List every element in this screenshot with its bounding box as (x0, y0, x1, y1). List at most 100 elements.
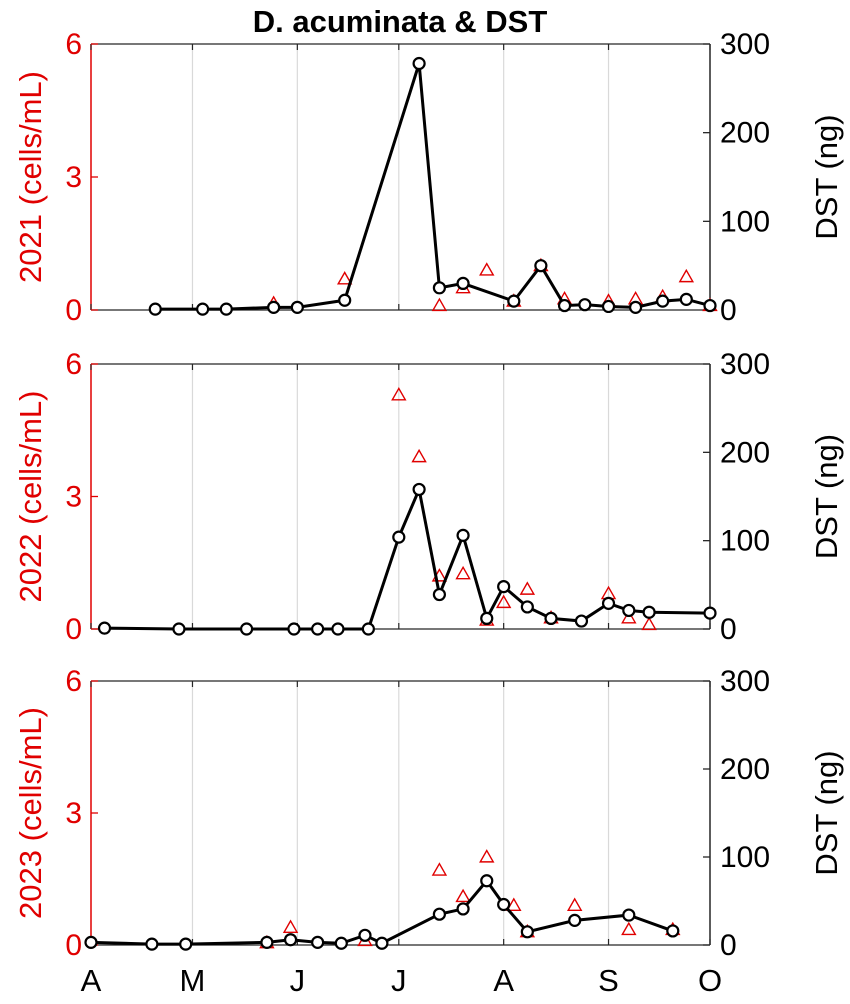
right-axis-label: DST (ng) (809, 750, 844, 875)
dst-point (456, 276, 470, 290)
cells-point (282, 919, 299, 933)
right-tick-label: 0 (720, 929, 737, 962)
dst-line (90, 878, 674, 946)
x-tick-label: M (180, 963, 206, 998)
right-tick-label: 300 (720, 28, 770, 61)
dst-point (290, 300, 304, 314)
dst-point (557, 298, 572, 313)
right-tick-label: 100 (720, 205, 770, 238)
dst-point (656, 294, 670, 308)
dst-point (574, 614, 589, 628)
cells-point (566, 897, 583, 911)
dst-point (578, 298, 592, 312)
cells-point (506, 897, 522, 911)
dst-point (666, 924, 680, 938)
dst-point (148, 302, 162, 316)
left-axis-label: 2022 (cells/mL) (13, 391, 48, 603)
dst-point (622, 908, 636, 922)
dst-point (412, 482, 426, 497)
dst-point (334, 936, 348, 950)
cells-point (678, 268, 695, 283)
right-tick-label: 200 (720, 436, 770, 469)
x-tick-label: A (81, 963, 102, 998)
dst-point (456, 528, 470, 542)
dst-point (703, 298, 717, 313)
dst-point (219, 302, 233, 316)
dst-point (172, 622, 186, 636)
x-tick-label: O (698, 963, 722, 998)
dst-point (412, 56, 426, 71)
dst-point (568, 913, 582, 927)
cells-point (391, 387, 407, 401)
x-tick-label: A (493, 963, 514, 998)
left-tick-label: 3 (65, 797, 82, 830)
panel-3: 0 3 6 0 100 200 300 2023 (cells/mL) DST (ng) A M J J… (13, 665, 844, 998)
cells-point (479, 262, 495, 276)
dst-point (239, 622, 254, 636)
dst-point (601, 299, 616, 314)
dst-point (642, 605, 656, 619)
cells-point (621, 610, 637, 624)
dst-point (480, 611, 494, 626)
dst-point (260, 935, 274, 949)
dst-point (331, 622, 345, 636)
dst-point (456, 902, 470, 916)
left-axis-label: 2023 (cells/mL) (13, 707, 48, 919)
left-tick-label: 6 (65, 28, 82, 61)
dst-point (311, 622, 325, 636)
cells-point (621, 921, 637, 936)
dst-point (392, 530, 406, 544)
right-axis-label: DST (ng) (809, 434, 844, 559)
left-tick-label: 0 (65, 613, 82, 646)
right-tick-label: 200 (720, 117, 770, 150)
right-axis-label: DST (ng) (809, 114, 844, 239)
dst-point (497, 897, 511, 912)
dst-point (84, 935, 98, 949)
dst-point (544, 611, 558, 626)
right-tick-label: 300 (720, 348, 770, 381)
dst-point (497, 579, 511, 594)
left-axis-label: 2021 (cells/mL) (13, 71, 48, 283)
right-tick-label: 100 (720, 841, 770, 874)
chart-title: D. acuminata & DST (253, 4, 548, 39)
cells-point (431, 862, 448, 876)
dst-point (507, 294, 521, 308)
cells-point (455, 565, 471, 580)
cells-point (411, 448, 427, 463)
cells-point (519, 581, 536, 595)
dst-point (520, 925, 534, 939)
dst-line (155, 63, 711, 311)
dst-point (358, 928, 372, 942)
dst-point (703, 606, 717, 620)
dst-point (375, 936, 389, 950)
right-tick-label: 0 (720, 613, 737, 646)
left-tick-label: 0 (65, 294, 82, 327)
dst-point (338, 293, 352, 307)
dst-point (520, 600, 534, 614)
left-tick-label: 6 (65, 348, 82, 381)
dst-point (432, 907, 446, 921)
dst-point (179, 937, 193, 951)
right-tick-label: 200 (720, 753, 770, 786)
x-tick-label: J (290, 963, 306, 998)
right-tick-label: 300 (720, 665, 770, 698)
dst-point (361, 622, 375, 636)
dst-point (601, 596, 616, 610)
dst-point (480, 874, 494, 888)
panel-2: 0 3 6 0 100 200 300 2022 (cells/mL) DST (ng) (13, 348, 844, 646)
right-tick-label: 100 (720, 525, 770, 558)
x-tick-label: S (598, 963, 619, 998)
left-tick-label: 3 (65, 161, 82, 194)
dst-point (97, 621, 112, 635)
dst-point (311, 935, 325, 949)
dst-point (267, 300, 281, 314)
dst-point (145, 937, 159, 951)
dst-point (283, 933, 298, 947)
cells-point (455, 888, 471, 903)
dst-point (628, 300, 643, 314)
dst-point (622, 603, 636, 618)
panel-1: 0 3 6 0 100 200 300 2021 (cells/mL) DST (ng) (13, 28, 844, 327)
cells-point (336, 271, 353, 285)
cells-point (479, 849, 495, 863)
